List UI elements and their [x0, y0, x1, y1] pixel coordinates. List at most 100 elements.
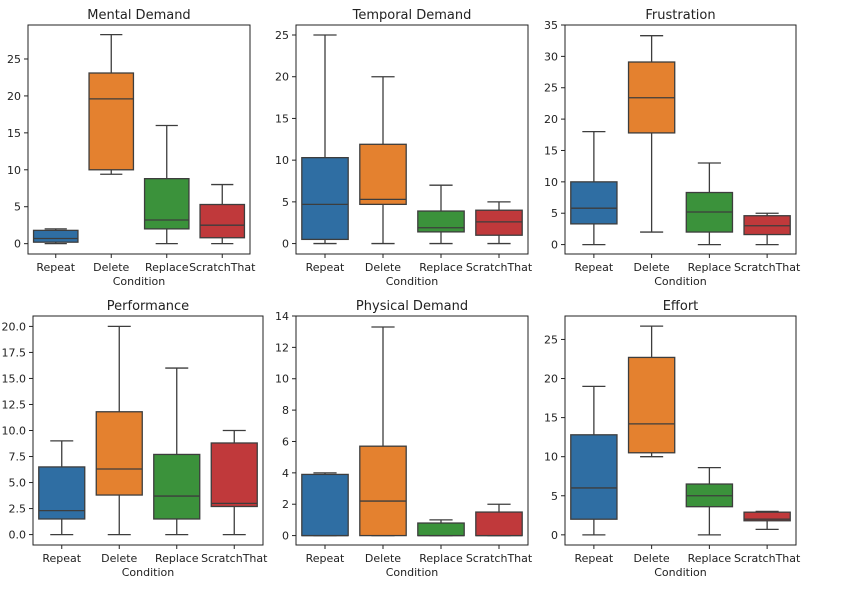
axes-frame [295, 315, 529, 546]
iqr-box [301, 156, 349, 241]
x-tick-label: Repeat [575, 261, 614, 274]
y-tick-label: 5 [551, 207, 558, 220]
iqr-box [95, 411, 143, 496]
x-tick-label: Replace [419, 552, 463, 565]
box-replace [143, 124, 190, 245]
x-axis-label: Condition [122, 566, 175, 579]
box-delete [95, 325, 143, 536]
chart-title: Physical Demand [356, 299, 468, 314]
chart-title: Mental Demand [87, 8, 190, 23]
x-tick-label: Replace [688, 552, 732, 565]
box-delete [88, 33, 135, 175]
chart-title: Performance [107, 299, 189, 314]
axes-frame [27, 24, 251, 255]
chart-title: Temporal Demand [352, 8, 472, 23]
iqr-box [199, 203, 246, 239]
box-replace [685, 466, 734, 536]
x-tick-label: ScratchThat [201, 552, 268, 565]
axes-frame [564, 315, 797, 546]
iqr-box [417, 522, 465, 537]
y-tick-label: 5 [282, 196, 289, 209]
y-tick-label: 20 [7, 90, 21, 103]
x-tick-label: ScratchThat [734, 261, 801, 274]
y-tick-label: 15.0 [2, 372, 27, 385]
x-axis-label: Condition [386, 275, 439, 288]
y-tick-label: 20.0 [2, 320, 27, 333]
iqr-box [475, 209, 523, 236]
box-scratchthat [199, 183, 246, 245]
y-tick-label: 20 [544, 373, 558, 386]
y-tick-label: 17.5 [2, 346, 27, 359]
y-tick-label: 25 [275, 29, 289, 42]
iqr-box [153, 453, 201, 520]
chart-panel-3: 0 5 10 15 20 25 30 35 Repeat Delete Replace Scratch… [544, 8, 801, 288]
box-replace [153, 367, 201, 536]
x-tick-label: Delete [365, 552, 401, 565]
box-scratchthat [210, 429, 258, 536]
box-delete [627, 325, 676, 458]
y-tick-label: 14 [275, 310, 289, 323]
y-tick-label: 12 [275, 341, 289, 354]
x-axis-label: Condition [113, 275, 166, 288]
y-tick-label: 0 [551, 529, 558, 542]
y-tick-label: 6 [282, 435, 289, 448]
iqr-box [359, 445, 407, 537]
y-tick-label: 10 [275, 154, 289, 167]
x-tick-label: Repeat [575, 552, 614, 565]
y-tick-label: 0 [282, 530, 289, 543]
x-tick-label: Delete [93, 261, 129, 274]
x-tick-label: Replace [419, 261, 463, 274]
y-tick-label: 0.0 [9, 529, 27, 542]
y-tick-label: 15 [275, 112, 289, 125]
y-tick-label: 35 [544, 19, 558, 32]
y-tick-label: 8 [282, 404, 289, 417]
chart-panel-4: 0.0 2.5 5.0 7.5 10.0 12.5 15.0 17.5 20.0 Repeat De… [2, 299, 269, 579]
y-tick-label: 0 [14, 238, 21, 251]
x-tick-label: ScratchThat [466, 552, 533, 565]
x-tick-label: ScratchThat [734, 552, 801, 565]
x-tick-label: Replace [145, 261, 189, 274]
y-tick-label: 5 [551, 490, 558, 503]
x-tick-label: Replace [155, 552, 199, 565]
y-tick-label: 10 [275, 373, 289, 386]
iqr-box [32, 229, 79, 243]
x-axis-label: Condition [386, 566, 439, 579]
chart-title: Frustration [645, 8, 715, 23]
box-replace [417, 519, 465, 537]
iqr-box [301, 473, 349, 537]
y-tick-label: 5 [14, 201, 21, 214]
box-scratchthat [475, 503, 523, 537]
x-tick-label: Delete [101, 552, 137, 565]
x-tick-label: Repeat [42, 552, 81, 565]
y-tick-label: 4 [282, 467, 289, 480]
axes-frame [295, 24, 529, 255]
y-tick-label: 7.5 [9, 451, 27, 464]
y-tick-label: 2.5 [9, 503, 27, 516]
y-tick-label: 20 [275, 71, 289, 84]
box-scratchthat [743, 510, 791, 531]
x-tick-label: Replace [688, 261, 732, 274]
y-tick-label: 0 [551, 239, 558, 252]
box-replace [685, 162, 734, 246]
y-tick-label: 25 [7, 53, 21, 66]
box-delete [359, 76, 407, 245]
chart-panel-2: 0 5 10 15 20 25 Repeat Delete Replace ScratchThat… [275, 8, 533, 288]
box-repeat [570, 385, 618, 536]
iqr-box [210, 442, 258, 508]
box-delete [627, 35, 676, 233]
box-scratchthat [475, 201, 523, 245]
x-axis-label: Condition [654, 566, 707, 579]
x-tick-label: ScratchThat [189, 261, 256, 274]
x-tick-label: Delete [365, 261, 401, 274]
box-repeat [301, 34, 349, 245]
y-tick-label: 0 [282, 238, 289, 251]
iqr-box [570, 181, 618, 225]
chart-panel-5: 0 2 4 6 8 10 12 14 Repeat Delete Replace ScratchTha… [275, 299, 533, 579]
x-tick-label: Repeat [306, 261, 345, 274]
x-tick-label: Delete [634, 261, 670, 274]
iqr-box [143, 178, 190, 230]
iqr-box [88, 72, 135, 171]
iqr-box [570, 434, 618, 520]
y-tick-label: 12.5 [2, 398, 27, 411]
chart-panel-6: 0 5 10 15 20 25 Repeat Delete Replace ScratchThat… [544, 299, 801, 579]
